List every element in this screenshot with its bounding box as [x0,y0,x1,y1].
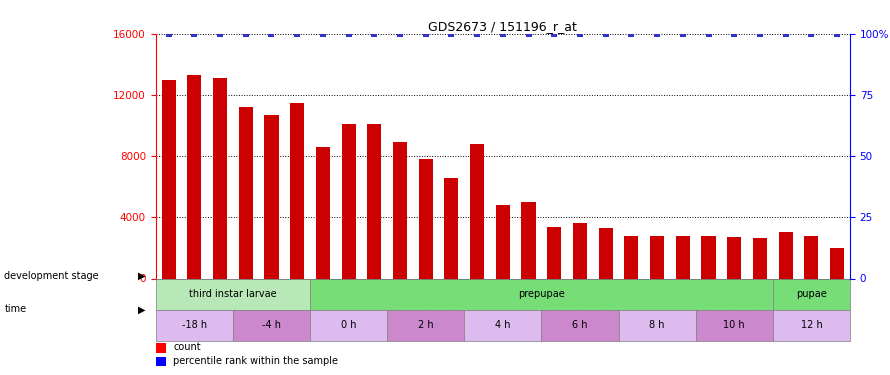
Text: pupae: pupae [796,289,827,299]
Point [573,31,587,37]
Text: 6 h: 6 h [572,320,587,330]
Point [753,31,767,37]
Bar [773,310,850,341]
Text: ▶: ▶ [138,304,145,314]
Bar [310,279,773,310]
Text: time: time [4,304,27,314]
Text: count: count [173,342,201,352]
Point [727,31,741,37]
Text: 4 h: 4 h [495,320,511,330]
Text: 10 h: 10 h [724,320,745,330]
Point [522,31,536,37]
Point [418,31,433,37]
Point [805,31,819,37]
Point [342,31,356,37]
Bar [547,227,562,279]
Bar [496,205,510,279]
Bar [368,124,382,279]
Bar [162,80,175,279]
Point [213,31,227,37]
Point [599,31,613,37]
Point [444,31,458,37]
Bar [156,344,166,353]
Point [830,31,845,37]
Bar [264,115,279,279]
Bar [470,144,484,279]
Bar [418,159,433,279]
Bar [156,279,850,315]
Bar [156,279,310,310]
Bar [599,228,613,279]
Point [264,31,279,37]
Text: 8 h: 8 h [650,320,665,330]
Bar [156,310,233,341]
Bar [156,357,166,366]
Bar [753,238,767,279]
Text: percentile rank within the sample: percentile rank within the sample [173,356,338,366]
Point [392,31,407,37]
Bar [727,237,741,279]
Point [368,31,382,37]
Text: 2 h: 2 h [418,320,433,330]
Bar [310,310,387,341]
Bar [773,279,850,310]
Bar [830,248,845,279]
Point [239,31,253,37]
Text: ▶: ▶ [138,271,145,280]
Bar [625,236,638,279]
Bar [290,103,304,279]
Bar [701,236,716,279]
Bar [573,224,587,279]
Point [496,31,510,37]
Bar [316,147,330,279]
Text: -18 h: -18 h [182,320,206,330]
Bar [465,310,541,341]
Point [187,31,201,37]
Point [701,31,716,37]
Title: GDS2673 / 151196_r_at: GDS2673 / 151196_r_at [428,20,578,33]
Point [161,31,175,37]
Bar [541,310,619,341]
Text: 0 h: 0 h [341,320,356,330]
Text: prepupae: prepupae [518,289,565,299]
Bar [213,78,227,279]
Text: 12 h: 12 h [800,320,822,330]
Bar [233,310,310,341]
Bar [393,142,407,279]
Bar [522,202,536,279]
Bar [387,310,465,341]
Text: third instar larvae: third instar larvae [189,289,277,299]
Point [290,31,304,37]
Bar [239,107,253,279]
Bar [650,236,664,279]
Text: development stage: development stage [4,271,99,280]
Bar [187,75,201,279]
Point [650,31,664,37]
Bar [342,124,356,279]
Point [316,31,330,37]
Bar [696,310,773,341]
Bar [444,177,458,279]
Point [624,31,638,37]
Bar [779,232,793,279]
Point [676,31,690,37]
Bar [676,236,690,279]
Text: -4 h: -4 h [262,320,281,330]
Point [547,31,562,37]
Bar [805,236,819,279]
Point [470,31,484,37]
Bar [619,310,696,341]
Point [779,31,793,37]
